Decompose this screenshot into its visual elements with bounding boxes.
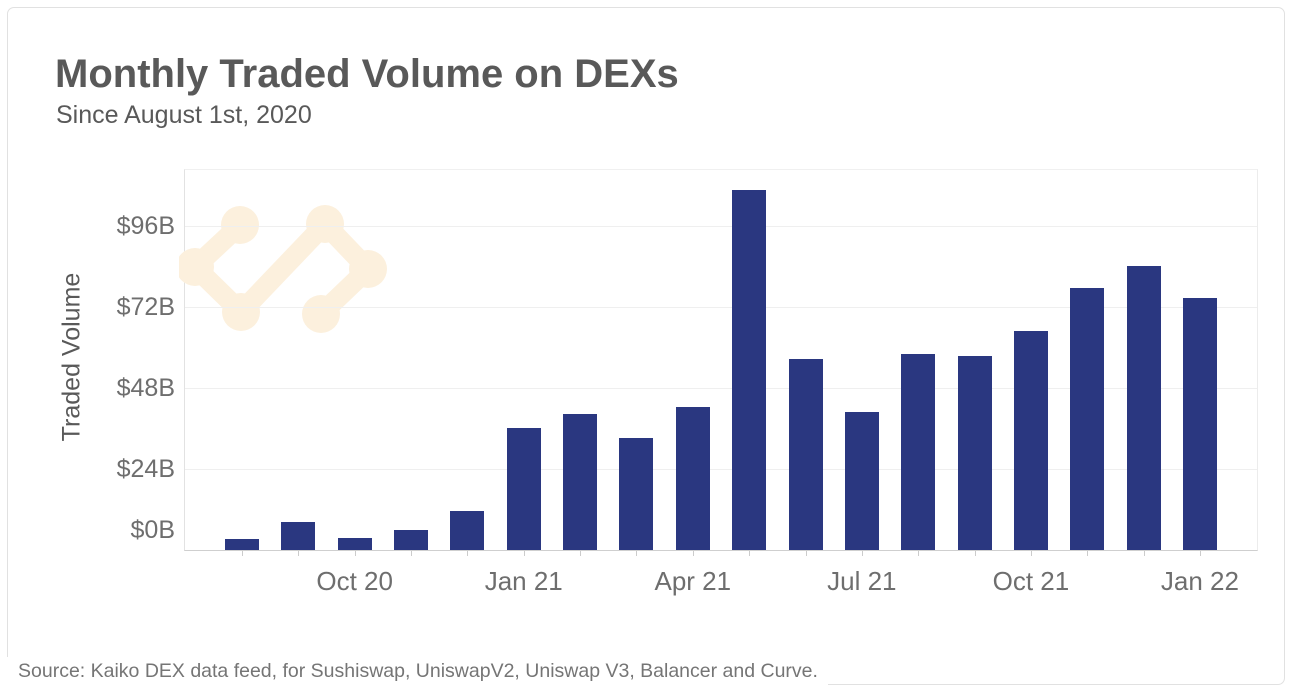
x-axis-tick bbox=[1143, 551, 1145, 556]
source-note: Source: Kaiko DEX data feed, for Sushisw… bbox=[5, 657, 828, 687]
x-axis-tick bbox=[298, 551, 300, 556]
gridline-24B bbox=[185, 469, 1257, 470]
y-axis-tick-label: $72B bbox=[116, 293, 175, 321]
bar-mar-21[interactable] bbox=[619, 437, 654, 550]
x-axis-tick bbox=[636, 551, 638, 556]
bar-jul-21[interactable] bbox=[844, 411, 879, 550]
y-axis-tick-label: $96B bbox=[116, 212, 175, 240]
bar-aug-21[interactable] bbox=[901, 354, 936, 550]
bar-feb-21[interactable] bbox=[563, 413, 598, 550]
bar-dec-21[interactable] bbox=[1126, 265, 1161, 550]
x-axis-tick-label: Oct 20 bbox=[316, 566, 393, 596]
gridline-72B bbox=[185, 307, 1257, 308]
bar-oct-21[interactable] bbox=[1013, 331, 1048, 550]
x-axis-tick bbox=[749, 551, 751, 556]
bar-sep-20[interactable] bbox=[281, 521, 316, 550]
plot-area: $0B $24B $48B $72B $96B Oct 20 Jan 21 Apr 21 Jul… bbox=[117, 169, 1258, 594]
bar-oct-20[interactable] bbox=[337, 537, 372, 550]
gridline-96B bbox=[185, 226, 1257, 227]
bar-aug-20[interactable] bbox=[225, 538, 259, 550]
x-axis-tick bbox=[692, 551, 694, 556]
bar-apr-21[interactable] bbox=[675, 406, 710, 550]
x-axis-tick-label: Jan 21 bbox=[484, 566, 563, 596]
x-axis-tick bbox=[1030, 551, 1032, 556]
x-axis-tick bbox=[580, 551, 582, 556]
y-axis-tick-label: $24B bbox=[116, 455, 175, 483]
y-axis-tick-label: $0B bbox=[130, 516, 175, 544]
bar-sep-21[interactable] bbox=[957, 355, 992, 550]
bar-nov-21[interactable] bbox=[1070, 288, 1105, 550]
x-axis-tick-label: Apr 21 bbox=[654, 566, 732, 596]
x-axis-tick bbox=[974, 551, 976, 556]
x-axis-tick-label: Jan 22 bbox=[1160, 566, 1239, 596]
kaiko-logo-watermark-icon bbox=[179, 205, 387, 333]
bar-jan-21[interactable] bbox=[506, 427, 541, 550]
chart-card: Monthly Traded Volume on DEXs Since Augu… bbox=[5, 7, 1285, 687]
chart-subtitle: Since August 1st, 2020 bbox=[56, 101, 312, 129]
bar-jan-22[interactable] bbox=[1182, 297, 1217, 550]
bar-nov-20[interactable] bbox=[394, 530, 429, 550]
x-axis-tick bbox=[805, 551, 807, 556]
bar-dec-20[interactable] bbox=[450, 511, 485, 550]
bar-may-21[interactable] bbox=[732, 189, 767, 550]
y-axis-tick-label: $48B bbox=[116, 374, 175, 402]
x-axis-tick bbox=[523, 551, 525, 556]
x-axis-tick-label: Jul 21 bbox=[827, 566, 897, 596]
x-axis-tick-label: Oct 21 bbox=[992, 566, 1070, 596]
x-axis-tick bbox=[918, 551, 920, 556]
x-axis-tick bbox=[1199, 551, 1201, 556]
gridline-48B bbox=[185, 388, 1257, 389]
x-axis-tick bbox=[1087, 551, 1089, 556]
x-axis-tick bbox=[354, 551, 356, 556]
x-axis-tick bbox=[242, 551, 243, 556]
x-axis-tick bbox=[861, 551, 863, 556]
chart-title: Monthly Traded Volume on DEXs bbox=[55, 52, 679, 96]
x-axis-tick bbox=[467, 551, 469, 556]
x-axis-tick bbox=[411, 551, 413, 556]
bar-jun-21[interactable] bbox=[788, 359, 823, 550]
